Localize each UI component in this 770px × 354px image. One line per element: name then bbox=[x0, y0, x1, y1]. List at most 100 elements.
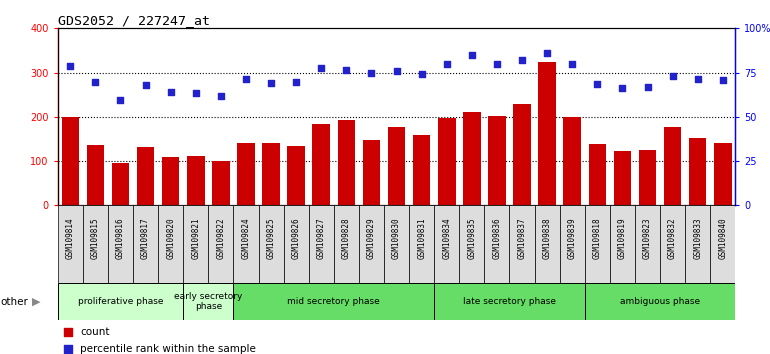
Point bbox=[516, 57, 528, 63]
Text: count: count bbox=[80, 327, 109, 337]
Text: GSM109834: GSM109834 bbox=[442, 217, 451, 259]
Bar bbox=[463, 113, 480, 205]
Text: GSM109822: GSM109822 bbox=[216, 217, 226, 259]
Text: other: other bbox=[0, 297, 28, 307]
Bar bbox=[660, 205, 685, 283]
Text: GSM109837: GSM109837 bbox=[517, 217, 527, 259]
Bar bbox=[388, 127, 405, 205]
Bar bbox=[86, 145, 104, 205]
Bar bbox=[413, 135, 430, 205]
Point bbox=[641, 84, 654, 90]
Text: GSM109821: GSM109821 bbox=[191, 217, 200, 259]
Text: GSM109825: GSM109825 bbox=[266, 217, 276, 259]
Text: GSM109816: GSM109816 bbox=[116, 217, 125, 259]
Bar bbox=[635, 205, 660, 283]
Point bbox=[483, 292, 495, 297]
Bar bbox=[484, 205, 510, 283]
Text: GSM109819: GSM109819 bbox=[618, 217, 627, 259]
Text: GSM109828: GSM109828 bbox=[342, 217, 351, 259]
Point bbox=[139, 82, 152, 88]
Bar bbox=[263, 143, 280, 205]
Bar bbox=[384, 205, 409, 283]
Bar bbox=[183, 283, 233, 320]
Point bbox=[691, 76, 704, 82]
Text: GSM109818: GSM109818 bbox=[593, 217, 602, 259]
Point bbox=[490, 61, 503, 67]
Text: late secretory phase: late secretory phase bbox=[463, 297, 556, 306]
Text: GSM109829: GSM109829 bbox=[367, 217, 376, 259]
Bar bbox=[459, 205, 484, 283]
Point bbox=[541, 50, 554, 56]
Point bbox=[114, 98, 126, 103]
Text: proliferative phase: proliferative phase bbox=[78, 297, 163, 306]
Bar bbox=[112, 163, 129, 205]
Bar bbox=[434, 205, 459, 283]
Bar bbox=[560, 205, 584, 283]
Bar bbox=[233, 205, 259, 283]
Point bbox=[466, 52, 478, 58]
Bar bbox=[283, 205, 309, 283]
Bar bbox=[714, 143, 732, 205]
Point bbox=[667, 73, 679, 79]
Text: GSM109836: GSM109836 bbox=[493, 217, 501, 259]
Text: GSM109833: GSM109833 bbox=[693, 217, 702, 259]
Text: GSM109823: GSM109823 bbox=[643, 217, 652, 259]
Point bbox=[591, 81, 604, 86]
Text: GSM109831: GSM109831 bbox=[417, 217, 426, 259]
Text: GDS2052 / 227247_at: GDS2052 / 227247_at bbox=[58, 14, 209, 27]
Text: GSM109840: GSM109840 bbox=[718, 217, 728, 259]
Text: GSM109820: GSM109820 bbox=[166, 217, 176, 259]
Point bbox=[239, 76, 252, 82]
Text: GSM109827: GSM109827 bbox=[316, 217, 326, 259]
Bar bbox=[83, 205, 108, 283]
Bar bbox=[538, 62, 556, 205]
Bar bbox=[610, 205, 635, 283]
Bar bbox=[510, 205, 534, 283]
Bar bbox=[313, 124, 330, 205]
Bar bbox=[584, 205, 610, 283]
Bar bbox=[488, 116, 506, 205]
Bar bbox=[209, 205, 233, 283]
Bar bbox=[133, 205, 158, 283]
Text: mid secretory phase: mid secretory phase bbox=[287, 297, 380, 306]
Bar bbox=[183, 205, 209, 283]
Bar bbox=[359, 205, 384, 283]
Bar bbox=[334, 205, 359, 283]
Bar bbox=[564, 117, 581, 205]
Point bbox=[340, 68, 353, 73]
Bar bbox=[588, 144, 606, 205]
Bar bbox=[158, 205, 183, 283]
Text: GSM109830: GSM109830 bbox=[392, 217, 401, 259]
Point bbox=[89, 80, 102, 85]
Bar bbox=[434, 283, 584, 320]
Point bbox=[189, 91, 202, 96]
Bar bbox=[409, 205, 434, 283]
Point bbox=[566, 61, 578, 67]
Text: GSM109817: GSM109817 bbox=[141, 217, 150, 259]
Bar bbox=[287, 145, 305, 205]
Point bbox=[165, 89, 177, 95]
Bar bbox=[108, 205, 133, 283]
Text: ▶: ▶ bbox=[32, 297, 40, 307]
Bar bbox=[710, 205, 735, 283]
Text: GSM109826: GSM109826 bbox=[292, 217, 300, 259]
Bar bbox=[162, 156, 179, 205]
Bar bbox=[233, 283, 434, 320]
Bar bbox=[58, 205, 83, 283]
Bar bbox=[187, 156, 205, 205]
Text: early secretory
phase: early secretory phase bbox=[174, 292, 243, 312]
Point bbox=[390, 68, 403, 74]
Bar bbox=[614, 152, 631, 205]
Bar bbox=[639, 150, 656, 205]
Bar bbox=[689, 138, 707, 205]
Text: GSM109835: GSM109835 bbox=[467, 217, 477, 259]
Bar bbox=[237, 143, 255, 205]
Point bbox=[483, 132, 495, 138]
Bar bbox=[363, 140, 380, 205]
Text: GSM109832: GSM109832 bbox=[668, 217, 677, 259]
Point bbox=[616, 85, 628, 91]
Bar bbox=[259, 205, 283, 283]
Bar bbox=[137, 147, 154, 205]
Text: GSM109838: GSM109838 bbox=[543, 217, 551, 259]
Text: GSM109815: GSM109815 bbox=[91, 217, 100, 259]
